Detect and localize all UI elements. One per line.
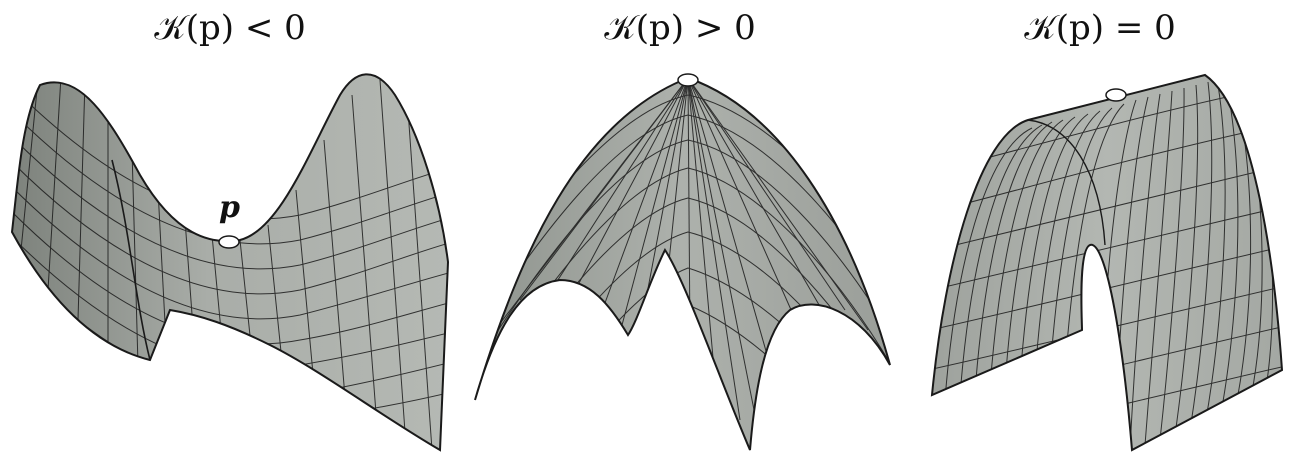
panel-title-negative: 𝒦(p) < 0 [154, 8, 306, 48]
cylinder-surface [930, 73, 1284, 452]
point-p-marker [218, 235, 240, 249]
panel-title-positive: 𝒦(p) > 0 [604, 8, 756, 48]
point-label-p: p [219, 190, 240, 225]
point-cylinder-marker [1105, 88, 1127, 102]
panel-negative-curvature: 𝒦(p) < 0 [0, 0, 460, 456]
saddle-surface [10, 73, 450, 452]
panel-zero-curvature: 𝒦(p) = 0 [900, 0, 1300, 456]
panel-title-zero: 𝒦(p) = 0 [1024, 8, 1176, 48]
panel-positive-curvature: 𝒦(p) > 0 [460, 0, 900, 456]
point-dome-marker [677, 73, 699, 87]
dome-surface [474, 73, 891, 451]
